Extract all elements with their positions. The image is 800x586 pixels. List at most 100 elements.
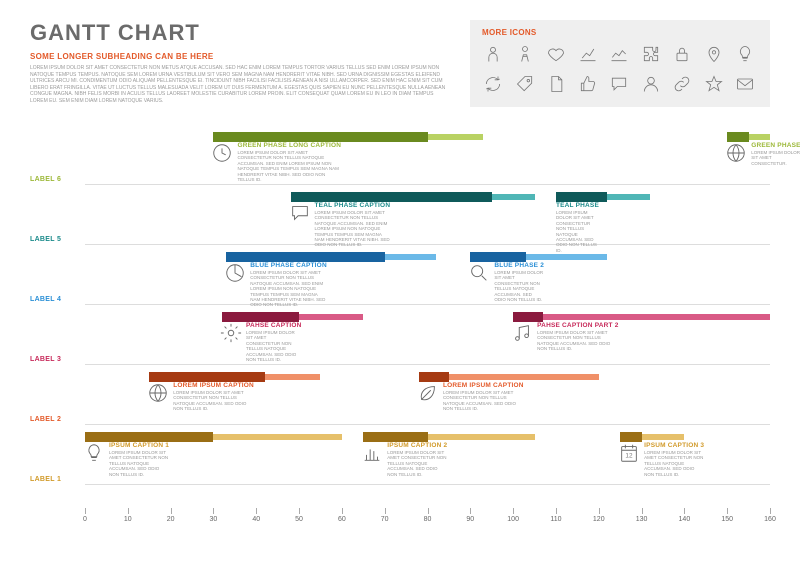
bar-caption-desc: LOREM IPSUM DOLOR SIT AMET CONSECTETUR N… — [387, 450, 447, 477]
row-label: LABEL 2 — [30, 416, 61, 423]
more-icons-panel: MORE ICONS — [470, 20, 770, 107]
page-description: LOREM IPSUM DOLOR SIT AMET CONSECTETUR N… — [30, 65, 450, 104]
bar-caption-title: GREEN PHASE LONG CAPTION — [237, 142, 341, 149]
bar-segment-dark — [727, 132, 748, 142]
bar-caption: LOREM IPSUM CAPTIONLOREM IPSUM DOLOR SIT… — [443, 382, 524, 412]
header-block: GANTT CHART SOME LONGER SUBHEADING CAN B… — [30, 20, 450, 107]
bar-caption-desc: LOREM IPSUM DOLOR SIT AMET CONSECTETUR N… — [644, 450, 704, 477]
gantt-row: LABEL 5TEAL PHASE CAPTIONLOREM IPSUM DOL… — [30, 192, 770, 252]
gantt-chart: LABEL 6GREEN PHASE LONG CAPTIONLOREM IPS… — [30, 132, 770, 516]
bar-caption: TEAL PHASELOREM IPSUM DOLOR SIT AMET CON… — [556, 202, 599, 253]
row-track: IPSUM CAPTION 1LOREM IPSUM DOLOR SIT AME… — [85, 432, 770, 492]
heart-icon — [545, 43, 567, 65]
link-icon — [671, 73, 693, 95]
bar-segment-dark — [419, 372, 449, 382]
calendar-icon: 12 — [618, 442, 640, 464]
x-axis: 0102030405060708090100110120130140150160 — [85, 516, 770, 534]
axis-tick: 120 — [593, 516, 605, 523]
bar-caption-title: BLUE PHASE 2 — [494, 262, 544, 269]
gantt-row: LABEL 1IPSUM CAPTION 1LOREM IPSUM DOLOR … — [30, 432, 770, 492]
bar-segment-dark — [470, 252, 526, 262]
lightbulb-icon — [734, 43, 756, 65]
bar-caption-desc: LOREM IPSUM DOLOR SIT AMET CONSECTETUR N… — [443, 390, 524, 412]
bar-caption: IPSUM CAPTION 3LOREM IPSUM DOLOR SIT AME… — [644, 442, 704, 477]
refresh-icon — [482, 73, 504, 95]
page-subheading: SOME LONGER SUBHEADING CAN BE HERE — [30, 52, 450, 61]
axis-tick: 60 — [338, 516, 346, 523]
row-label: LABEL 1 — [30, 476, 61, 483]
person-male-icon — [482, 43, 504, 65]
bar-caption-desc: LOREM IPSUM DOLOR SIT AMET CONSECTETUR N… — [173, 390, 254, 412]
bar-caption: BLUE PHASE CAPTIONLOREM IPSUM DOLOR SIT … — [250, 262, 327, 308]
bar-segment-dark — [226, 252, 384, 262]
axis-tick: 40 — [252, 516, 260, 523]
bar-caption-title: LOREM IPSUM CAPTION — [173, 382, 254, 389]
bar-caption-desc: LOREM IPSUM DOLOR SIT AMET CONSECTETUR N… — [109, 450, 169, 477]
bar-segment-dark — [513, 312, 543, 322]
bar-caption-title: PAHSE CAPTION — [246, 322, 302, 329]
axis-tick: 100 — [507, 516, 519, 523]
envelope-icon — [734, 73, 756, 95]
chart-line-icon — [608, 43, 630, 65]
axis-tick: 30 — [210, 516, 218, 523]
axis-tick: 20 — [167, 516, 175, 523]
row-label: LABEL 5 — [30, 236, 61, 243]
bar-caption-title: GREEN PHASE — [751, 142, 800, 149]
globe-icon — [725, 142, 747, 164]
axis-tick: 110 — [550, 516, 561, 523]
axis-tick: 0 — [83, 516, 87, 523]
bar-segment-dark — [291, 192, 492, 202]
bar-caption-desc: LOREM IPSUM DOLOR SIT AMET CONSECTETUR N… — [537, 330, 618, 352]
row-track: LOREM IPSUM CAPTIONLOREM IPSUM DOLOR SIT… — [85, 372, 770, 432]
svg-text:12: 12 — [626, 453, 634, 460]
bar-caption-desc: LOREM IPSUM DOLOR SIT AMET CONSECTETUR N… — [315, 210, 391, 248]
bar-caption-title: IPSUM CAPTION 3 — [644, 442, 704, 449]
bar-segment-dark — [620, 432, 641, 442]
gear-icon — [220, 322, 242, 344]
map-pin-icon — [703, 43, 725, 65]
bar-caption: LOREM IPSUM CAPTIONLOREM IPSUM DOLOR SIT… — [173, 382, 254, 412]
bar-caption-desc: LOREM IPSUM DOLOR SIT AMET CONSECTETUR N… — [246, 330, 302, 362]
lightbulb-icon — [83, 442, 105, 464]
row-track: GREEN PHASE LONG CAPTIONLOREM IPSUM DOLO… — [85, 132, 770, 192]
axis-tick: 70 — [381, 516, 389, 523]
bar-caption-title: TEAL PHASE — [556, 202, 599, 209]
chart-up-icon — [577, 43, 599, 65]
star-icon — [703, 73, 725, 95]
bar-caption-title: IPSUM CAPTION 2 — [387, 442, 447, 449]
leaf-icon — [417, 382, 439, 404]
row-track: PAHSE CAPTIONLOREM IPSUM DOLOR SIT AMET … — [85, 312, 770, 372]
search-icon — [468, 262, 490, 284]
axis-tick: 130 — [636, 516, 648, 523]
user-icon — [640, 73, 662, 95]
puzzle-icon — [640, 43, 662, 65]
bar-caption: BLUE PHASE 2LOREM IPSUM DOLOR SIT AMET C… — [494, 262, 544, 302]
bar-caption-title: TEAL PHASE CAPTION — [315, 202, 391, 209]
bar-caption-title: IPSUM CAPTION 1 — [109, 442, 169, 449]
thumbs-up-icon — [577, 73, 599, 95]
person-female-icon — [514, 43, 536, 65]
clock-icon — [211, 142, 233, 164]
bar-segment-dark — [149, 372, 265, 382]
bar-caption-desc: LOREM IPSUM DOLOR SIT AMET CONSECTETUR N… — [250, 270, 327, 308]
bar-caption: GREEN PHASE LONG CAPTIONLOREM IPSUM DOLO… — [237, 142, 341, 182]
bar-caption: IPSUM CAPTION 2LOREM IPSUM DOLOR SIT AME… — [387, 442, 447, 477]
speech-bubble-icon — [608, 73, 630, 95]
bar-segment-dark — [556, 192, 607, 202]
globe-icon — [147, 382, 169, 404]
gantt-row: LABEL 6GREEN PHASE LONG CAPTIONLOREM IPS… — [30, 132, 770, 192]
bar-caption-desc: LOREM IPSUM DOLOR SIT AMET CONSECTETUR. — [751, 150, 800, 166]
tag-icon — [514, 73, 536, 95]
axis-tick: 10 — [124, 516, 132, 523]
axis-tick: 80 — [424, 516, 432, 523]
bar-caption-title: BLUE PHASE CAPTION — [250, 262, 327, 269]
row-label: LABEL 3 — [30, 356, 61, 363]
bar-caption: GREEN PHASELOREM IPSUM DOLOR SIT AMET CO… — [751, 142, 800, 166]
pie-icon — [224, 262, 246, 284]
bar-caption-desc: LOREM IPSUM DOLOR SIT AMET CONSECTETUR N… — [556, 210, 599, 253]
bar-segment-dark — [85, 432, 213, 442]
row-track: TEAL PHASE CAPTIONLOREM IPSUM DOLOR SIT … — [85, 192, 770, 252]
document-icon — [545, 73, 567, 95]
bar-caption-title: PAHSE CAPTION PART 2 — [537, 322, 618, 329]
bar-segment-dark — [363, 432, 427, 442]
